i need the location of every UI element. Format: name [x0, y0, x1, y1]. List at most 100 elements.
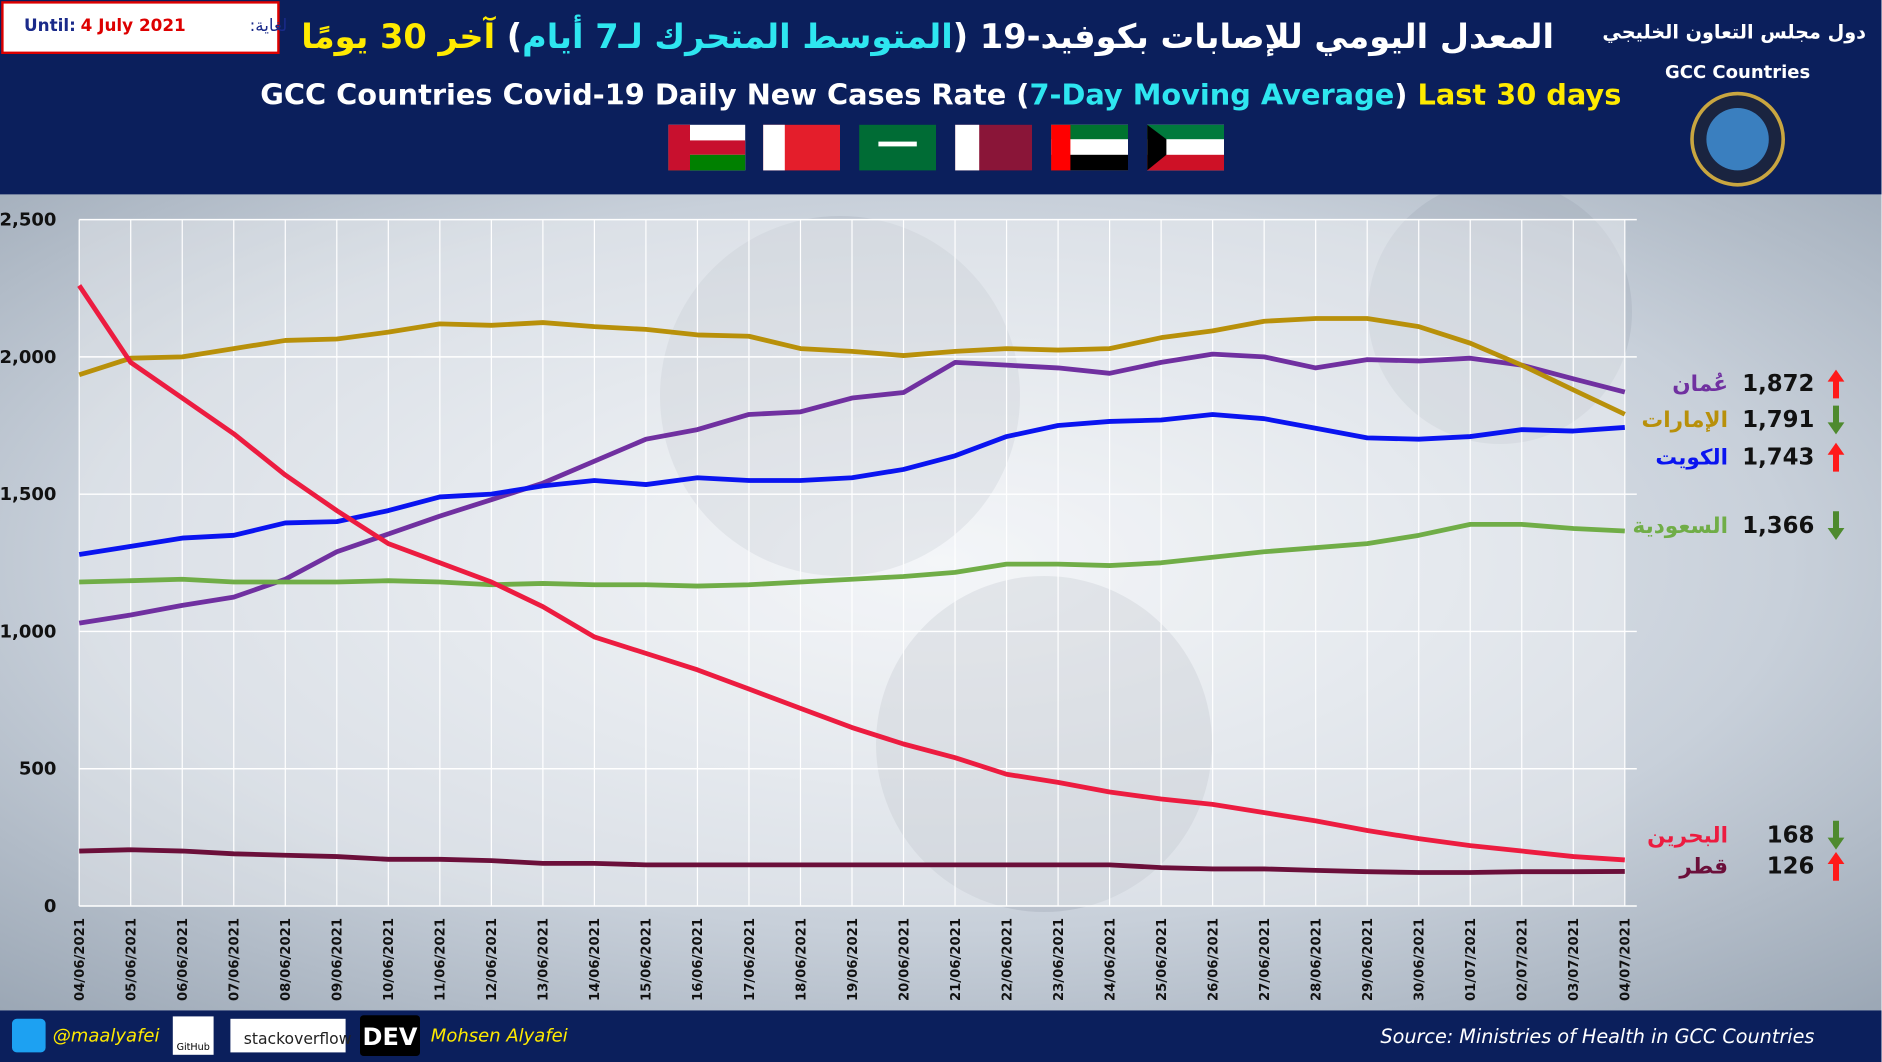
plot: 0 500 1,000 1,500 2,000 2,500 04/06/2021 05/06/…	[0, 210, 1845, 1001]
legend-label: الكويت	[1655, 445, 1728, 470]
y-tick-label: 2,000	[0, 347, 56, 368]
x-tick-label: 24/06/2021	[1103, 918, 1118, 1001]
x-tick-label: 14/06/2021	[588, 918, 603, 1001]
x-tick-label: 01/07/2021	[1464, 918, 1479, 1001]
github-label: GitHub	[177, 1042, 210, 1053]
legend-label: البحرين	[1647, 823, 1728, 848]
author: Mohsen Alyafei	[431, 1026, 568, 1047]
flag-part	[1147, 124, 1224, 140]
x-tick-label: 13/06/2021	[537, 918, 552, 1001]
x-tick-label: 30/06/2021	[1413, 918, 1428, 1001]
flag-part	[955, 124, 980, 171]
virus-decoration	[660, 216, 1021, 577]
x-tick-label: 04/07/2021	[1619, 918, 1634, 1001]
org-en: GCC Countries	[1665, 62, 1810, 83]
twitter-icon	[12, 1018, 46, 1053]
title-en-part: Last 30 days	[1407, 77, 1621, 111]
header-bar	[0, 0, 1882, 195]
legend-label: عُمان	[1672, 372, 1728, 397]
x-tick-label: 15/06/2021	[640, 918, 655, 1001]
title-ar-part: المتوسط المتحرك لـ7 أيام	[522, 14, 953, 57]
stackoverflow-label: stackoverflow	[244, 1030, 352, 1048]
legend-label: السعودية	[1633, 514, 1729, 539]
org-ar: دول مجلس التعاون الخليجي	[1602, 20, 1866, 43]
value-label: 1,872	[1742, 371, 1814, 397]
y-tick-label: 0	[44, 896, 57, 917]
y-tick-label: 1,000	[0, 621, 56, 642]
x-tick-label: 29/06/2021	[1361, 918, 1376, 1001]
stackoverflow-icon	[230, 1018, 346, 1053]
x-tick-label: 26/06/2021	[1206, 918, 1221, 1001]
series-line	[78, 412, 1625, 557]
x-tick-label: 02/07/2021	[1516, 918, 1531, 1001]
github-icon	[172, 1016, 214, 1055]
gcc-logo-inner	[1706, 108, 1769, 171]
x-tick-label: 07/06/2021	[228, 918, 243, 1001]
flag-part	[878, 141, 917, 147]
x-tick-label: 05/06/2021	[125, 918, 140, 1001]
virus-decoration	[876, 576, 1212, 913]
source: Source: Ministries of Health in GCC Coun…	[1380, 1025, 1814, 1048]
dev-icon	[360, 1015, 421, 1056]
x-tick-label: 08/06/2021	[279, 918, 294, 1001]
trend-arrow-up	[1827, 442, 1845, 472]
x-tick-label: 25/06/2021	[1155, 918, 1170, 1001]
series-line	[78, 351, 1626, 626]
x-tick-label: 16/06/2021	[691, 918, 706, 1001]
until-label-ar: لغاية:	[250, 15, 288, 35]
series-line	[78, 316, 1626, 417]
y-tick-label: 1,500	[0, 484, 56, 505]
x-tick-label: 18/06/2021	[794, 918, 809, 1001]
title-ar: المعدل اليومي للإصابات بكوفيد-19 (المتوس…	[301, 14, 1554, 57]
flag-part	[1147, 124, 1167, 171]
flag-part	[763, 124, 785, 171]
x-tick-label: 09/06/2021	[331, 918, 346, 1001]
y-tick-label: 2,500	[0, 210, 56, 231]
x-tick-label: 19/06/2021	[846, 918, 861, 1001]
until-date: 4 July 2021	[81, 15, 186, 35]
trend-arrow-down	[1827, 820, 1845, 850]
trend-arrow-up	[1827, 852, 1845, 881]
series-line	[79, 847, 1625, 875]
x-tick-label: 27/06/2021	[1258, 918, 1273, 1001]
x-tick-label: 17/06/2021	[743, 918, 758, 1001]
title-ar-part: المعدل اليومي للإصابات بكوفيد-19 (	[953, 17, 1554, 57]
title-en-part: )	[1394, 77, 1407, 111]
trend-arrow-up	[1827, 369, 1845, 399]
trend-arrow-down	[1827, 405, 1845, 435]
title-en-part: GCC Countries Covid-19 Daily New Cases R…	[260, 77, 1029, 111]
legend-label: قطر	[1678, 855, 1728, 880]
title-ar-part: آخر 30 يومًا	[301, 15, 507, 57]
value-label: 1,743	[1742, 444, 1814, 470]
trend-arrow-down	[1827, 511, 1845, 540]
until-box	[1, 1, 280, 55]
flag-part	[1051, 124, 1071, 171]
twitter-handle: @maalyafei	[53, 1026, 160, 1047]
y-tick-label: 500	[19, 759, 57, 780]
x-tick-label: 10/06/2021	[382, 918, 397, 1001]
x-tick-label: 20/06/2021	[897, 918, 912, 1001]
flags	[668, 124, 1224, 171]
until-label: Until:	[24, 15, 76, 35]
x-tick-label: 21/06/2021	[949, 918, 964, 1001]
until-text: Until: 4 July 2021	[24, 15, 186, 35]
x-tick-label: 12/06/2021	[485, 918, 500, 1001]
value-label: 1,791	[1742, 407, 1814, 433]
flag-part	[1147, 154, 1224, 171]
flag-saudi	[859, 124, 937, 171]
title-en: GCC Countries Covid-19 Daily New Cases R…	[260, 77, 1621, 111]
value-label: 1,366	[1742, 513, 1814, 539]
x-tick-label: 06/06/2021	[176, 918, 191, 1001]
title-ar-part: )	[507, 17, 522, 56]
x-tick-label: 28/06/2021	[1309, 918, 1324, 1001]
series-line	[77, 284, 1625, 863]
x-tick-label: 03/07/2021	[1567, 918, 1582, 1001]
flag-part	[668, 124, 690, 171]
value-label: 168	[1767, 822, 1815, 848]
legend-label: الإمارات	[1642, 408, 1729, 433]
x-tick-label: 04/06/2021	[73, 918, 88, 1001]
x-tick-label: 23/06/2021	[1052, 918, 1067, 1001]
series-line	[79, 522, 1625, 589]
